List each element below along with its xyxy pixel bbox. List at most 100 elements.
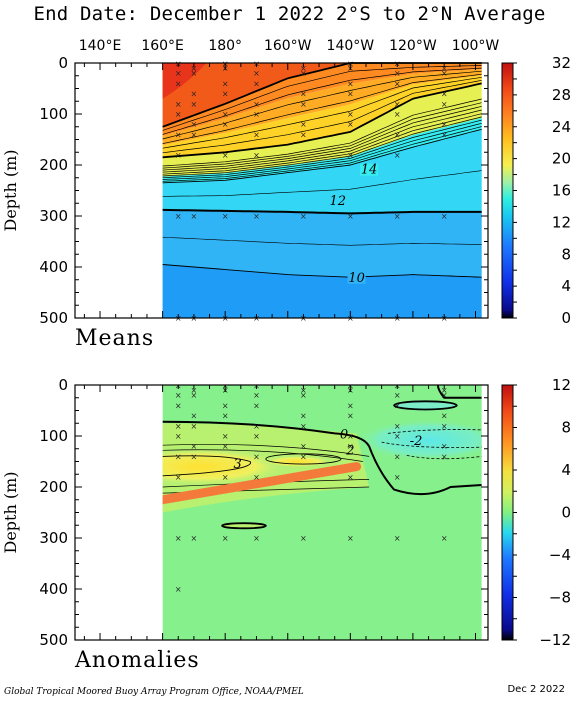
band-18-20 (162, 83, 482, 177)
sensor-marker: × (253, 432, 260, 441)
sensor-marker: × (253, 422, 260, 431)
warm-core-east (259, 455, 335, 468)
sensor-marker: × (175, 473, 182, 482)
sensor-marker: × (191, 534, 198, 543)
cold-core (356, 419, 482, 461)
sensor-marker: × (191, 64, 198, 73)
footer-credit: Global Tropical Moored Buoy Array Progra… (4, 687, 304, 697)
colorbar-tick-label: 0 (561, 504, 571, 522)
contour-zero-closed (393, 400, 458, 411)
sensor-marker: × (394, 473, 401, 482)
sensor-marker: × (347, 442, 354, 451)
sensor-marker: × (300, 100, 307, 109)
sensor-marker: × (394, 69, 401, 78)
sensor-marker: × (441, 100, 448, 109)
sensor-marker: × (253, 110, 260, 119)
panel-means: 141210××××××××××××××××××××××××××××××××××… (1, 38, 571, 351)
colorbar-tick-label: −8 (549, 589, 571, 607)
sensor-marker: × (191, 386, 198, 395)
panel-label: Means (75, 326, 154, 351)
sensor-marker: × (175, 391, 182, 400)
x-tick-label: 100°W (452, 38, 500, 54)
footer-date: Dec 2 2022 (507, 684, 565, 695)
sensor-marker: × (253, 151, 260, 160)
sensor-marker: × (191, 90, 198, 99)
sensor-marker: × (191, 69, 198, 78)
contour-label: 3 (234, 457, 242, 472)
sensor-marker: × (441, 386, 448, 395)
sensor-marker: × (253, 100, 260, 109)
sensor-marker: × (441, 534, 448, 543)
cold-patch (394, 400, 457, 411)
sensor-marker: × (222, 412, 229, 421)
sensor-marker: × (300, 422, 307, 431)
sensor-marker: × (175, 585, 182, 594)
sensor-marker: × (253, 391, 260, 400)
sensor-marker: × (175, 130, 182, 139)
sensor-marker: × (347, 90, 354, 99)
sensor-marker: × (441, 442, 448, 451)
sensor-marker: × (300, 386, 307, 395)
colorbar-tick-label: 4 (561, 277, 571, 295)
contour-pos (162, 455, 251, 477)
contour-neg (381, 441, 482, 448)
y-tick-label: 100 (39, 105, 68, 123)
colorbar-tick-label: 32 (552, 54, 571, 72)
sensor-marker: × (175, 69, 182, 78)
sensor-marker: × (191, 120, 198, 129)
contour-12 (162, 208, 482, 215)
sensor-marker: × (175, 452, 182, 461)
y-tick-label: 200 (39, 156, 68, 174)
sensor-marker: × (222, 432, 229, 441)
y-tick-label: 0 (58, 376, 68, 394)
contour-pos-closed (265, 453, 342, 465)
sensor-marker: × (347, 151, 354, 160)
sensor-marker: × (191, 212, 198, 221)
sensor-marker: × (175, 534, 182, 543)
y-axis-label: Depth (m) (1, 471, 20, 553)
sensor-marker: × (441, 90, 448, 99)
sensor-marker: × (347, 473, 354, 482)
y-tick-label: 400 (39, 580, 68, 598)
contour-label: 10 (348, 271, 365, 286)
sensor-marker: × (191, 130, 198, 139)
contour-label: 0 (340, 427, 348, 442)
sensor-marker: × (175, 79, 182, 88)
thermocline-contour (162, 109, 482, 173)
colorbar-tick-label: −12 (539, 631, 571, 649)
band-26-28 (162, 63, 482, 136)
sensor-marker: × (347, 412, 354, 421)
sensor-marker: × (222, 120, 229, 129)
y-tick-label: 0 (58, 54, 68, 72)
colorbar-tick-label: 12 (552, 213, 571, 231)
sensor-marker: × (222, 90, 229, 99)
sensor-marker: × (300, 130, 307, 139)
sensor-marker: × (300, 442, 307, 451)
x-tick-label: 120°W (389, 38, 437, 54)
thermocline-bar (162, 462, 362, 505)
colorbar-tick-label: 12 (552, 376, 571, 394)
sensor-marker: × (394, 110, 401, 119)
y-tick-label: 500 (39, 631, 68, 649)
colorbar-tick-label: −4 (549, 546, 571, 564)
colorbar-tick-label: 28 (552, 86, 571, 104)
sensor-marker: × (253, 130, 260, 139)
sensor-marker: × (191, 452, 198, 461)
x-tick-label: 180° (208, 38, 242, 54)
y-tick-label: 300 (39, 207, 68, 225)
sensor-marker: × (222, 473, 229, 482)
y-tick-label: 500 (39, 309, 68, 327)
sensor-marker: × (175, 422, 182, 431)
sensor-marker: × (394, 79, 401, 88)
colorbar-tick-label: 8 (561, 245, 571, 263)
sensor-marker: × (441, 130, 448, 139)
sensor-marker: × (394, 401, 401, 410)
colorbar-tick-label: 8 (561, 419, 571, 437)
colorbar (501, 384, 514, 641)
sensor-marker: × (394, 151, 401, 160)
upper-contour (162, 73, 482, 144)
sensor-marker: × (394, 422, 401, 431)
sensor-marker: × (175, 432, 182, 441)
contour-zero (162, 420, 482, 496)
